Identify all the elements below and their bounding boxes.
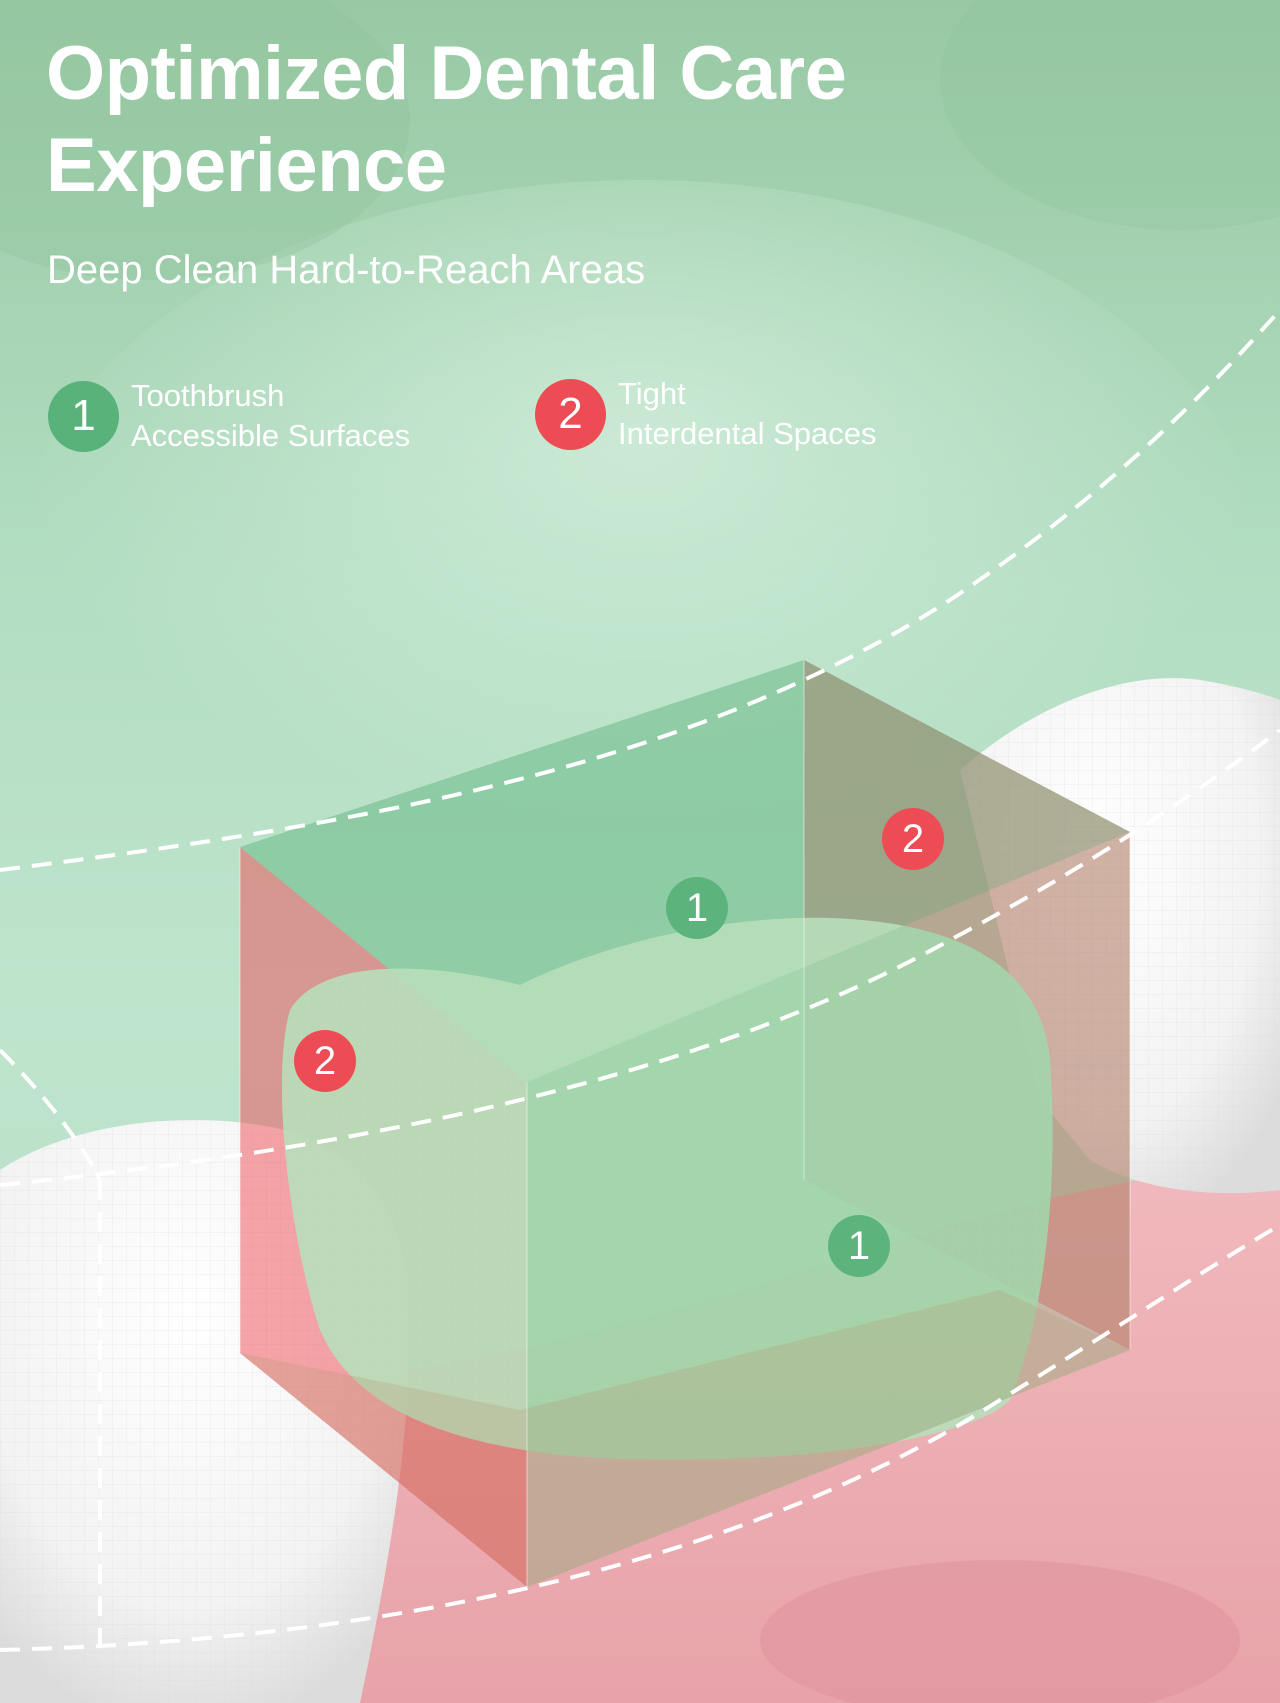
title-line-2: Experience [46,123,447,208]
marker-accessible-top: 1 [666,877,728,939]
dashed-guides [0,308,1280,1652]
legend-line-2: Interdental Spaces [618,416,877,451]
legend-line-1: Tight [618,376,686,411]
page-title: Optimized Dental Care Experience [46,28,1046,212]
title-line-1: Optimized Dental Care [46,31,847,116]
legend-text-interdental: Tight Interdental Spaces [618,374,877,454]
legend-line-1: Toothbrush [131,378,285,413]
legend-text-accessible: Toothbrush Accessible Surfaces [131,376,410,456]
legend-badge-1: 1 [48,380,119,452]
legend-item-accessible: 1 Toothbrush Accessible Surfaces [48,376,410,456]
subtitle: Deep Clean Hard-to-Reach Areas [47,248,646,292]
left-tooth [0,1120,410,1703]
legend-badge-2: 2 [535,378,606,450]
legend-item-interdental: 2 Tight Interdental Spaces [535,374,877,454]
legend-line-2: Accessible Surfaces [131,418,411,453]
front-accessible-zone [527,832,1130,1587]
marker-interdental-left: 2 [294,1030,356,1092]
marker-accessible-front: 1 [828,1215,890,1277]
marker-interdental-right: 2 [882,808,944,870]
